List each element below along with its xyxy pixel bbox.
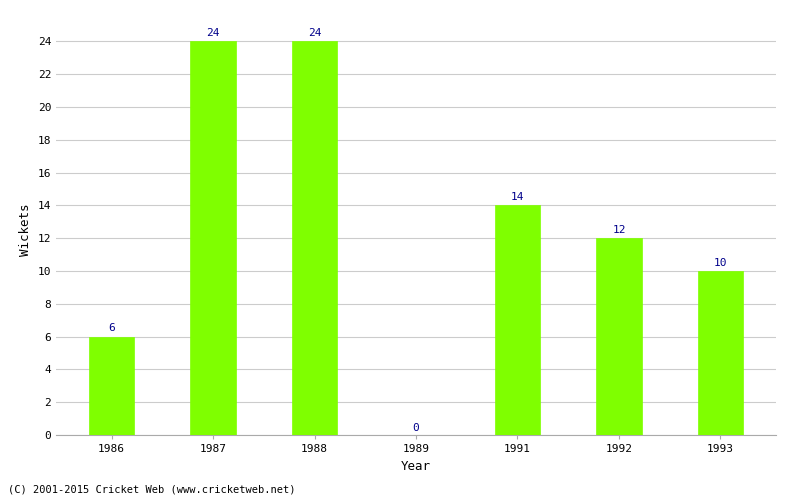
Bar bbox=[494, 206, 540, 435]
X-axis label: Year: Year bbox=[401, 460, 431, 472]
Text: 12: 12 bbox=[612, 225, 626, 235]
Text: 24: 24 bbox=[308, 28, 322, 38]
Bar bbox=[292, 42, 338, 435]
Text: 0: 0 bbox=[413, 424, 419, 434]
Text: (C) 2001-2015 Cricket Web (www.cricketweb.net): (C) 2001-2015 Cricket Web (www.cricketwe… bbox=[8, 485, 295, 495]
Bar bbox=[698, 271, 743, 435]
Text: 14: 14 bbox=[510, 192, 524, 202]
Bar bbox=[190, 42, 236, 435]
Bar bbox=[89, 336, 134, 435]
Text: 10: 10 bbox=[714, 258, 727, 268]
Text: 6: 6 bbox=[108, 324, 115, 334]
Text: 24: 24 bbox=[206, 28, 220, 38]
Bar bbox=[596, 238, 642, 435]
Y-axis label: Wickets: Wickets bbox=[19, 204, 32, 256]
